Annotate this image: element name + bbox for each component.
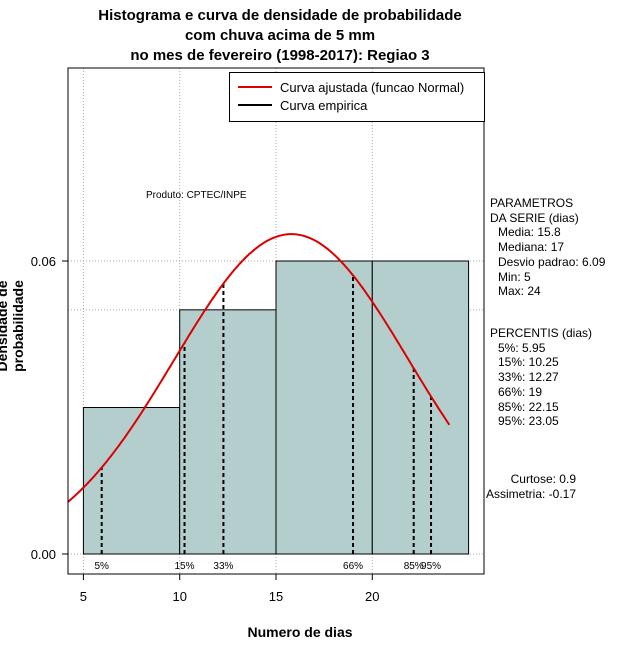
percentil-5: 5%: 5.95 [498,340,546,355]
legend-swatch-fit [238,86,272,88]
percentile-label-2: 15% [175,561,195,572]
x-tick-label-5: 5 [80,589,87,604]
percentile-labels: 5% 15% 33% 66% 85%95% [94,561,441,572]
curtose: Curtose: 0.9 [510,472,576,486]
x-tick-label-10: 10 [172,589,186,604]
title-line-3: no mes de fevereiro (1998-2017): Regiao … [130,47,430,64]
assimetria: Assimetria: -0.17 [486,486,577,501]
chart-title: Histograma e curva de densidade de proba… [0,6,560,66]
percentil-33: 33%: 12.27 [498,370,559,385]
percentile-label-5: 85% [404,561,424,572]
params-header-2: DA SERIE (dias) [490,210,579,225]
percentile-lines [100,275,433,554]
y-tick-label-1: 0.06 [31,254,56,269]
params-header-1: PARAMETROS [490,196,574,210]
legend-swatch-empirical [238,104,272,106]
percentis-panel: PERCENTIS (dias) 5%: 5.95 15%: 10.25 33%: 1… [490,326,592,429]
param-mediana: Mediana: 17 [498,240,565,255]
fit-curve-line [67,233,451,503]
histogram-bar-3 [275,260,373,555]
histogram-bar-2 [179,309,277,555]
percentile-label-4: 66% [343,561,363,572]
x-tick-label-15: 15 [269,589,283,604]
x-axis-label: Numero de dias [247,624,353,640]
legend-item-empirical: Curva empirica [238,97,367,113]
percentil-85: 85%: 22.15 [498,399,559,414]
param-desvio: Desvio padrao: 6.09 [498,254,606,269]
percentil-15: 15%: 10.25 [498,355,559,370]
title-line-2: com chuva acima de 5 mm [184,27,376,44]
axes: 5 10 15 20 0.00 0.06 [31,254,380,604]
y-tick-label-0: 0.00 [31,547,56,562]
y-axis-label: Densidade de probabilidade [0,280,26,372]
histogram-bar-4 [371,260,470,555]
histogram-bar-1 [82,407,181,555]
legend-item-fit: Curva ajustada (funcao Normal) [238,79,464,95]
percentile-label-3: 33% [213,561,233,572]
param-max: Max: 24 [498,284,541,299]
percentis-header: PERCENTIS (dias) [490,326,593,340]
histogram-bars [82,260,470,555]
x-tick-label-20: 20 [365,589,379,604]
param-media: Media: 15.8 [498,225,561,240]
percentile-label-6: 95% [421,561,441,572]
percentil-66: 66%: 19 [498,384,543,399]
shape-panel: Curtose: 0.9 Assimetria: -0.17 [486,472,576,501]
percentile-label-1: 5% [94,561,109,572]
title-line-1: Histograma e curva de densidade de proba… [98,7,462,24]
param-min: Min: 5 [498,269,531,284]
percentil-95: 95%: 23.05 [498,414,559,429]
legend-label-empirical: Curva empirica [280,97,368,113]
produto-credit: Produto: CPTEC/INPE [146,190,247,201]
legend-label-fit: Curva ajustada (funcao Normal) [280,79,465,95]
params-panel: PARAMETROS DA SERIE (dias) Media: 15.8 Medi… [490,196,605,299]
legend: Curva ajustada (funcao Normal) Curva emp… [229,72,485,122]
